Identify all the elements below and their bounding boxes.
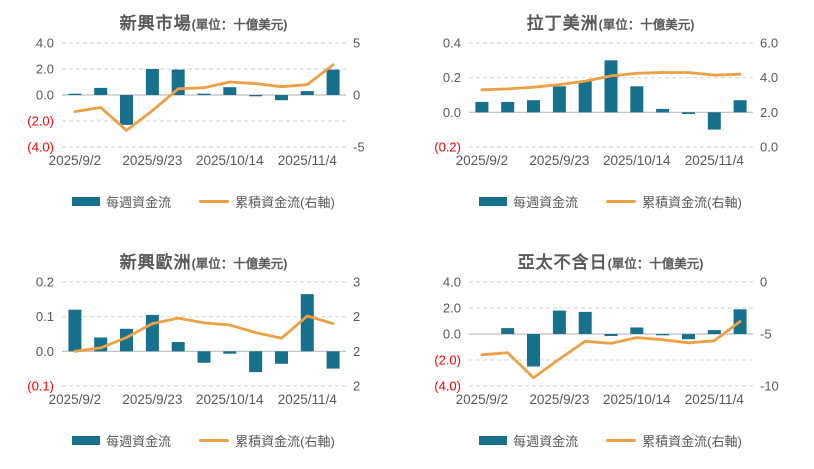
chart-legend: 每週資金流 累積資金流(右軸) <box>479 192 742 211</box>
svg-text:0.0: 0.0 <box>442 105 460 120</box>
line-series-label: 累積資金流(右軸) <box>642 195 742 210</box>
line-series-swatch <box>606 439 637 442</box>
svg-text:2025/10/14: 2025/10/14 <box>196 392 264 407</box>
svg-text:0.0: 0.0 <box>442 327 460 342</box>
svg-text:2025/9/23: 2025/9/23 <box>529 392 589 407</box>
chart-title-emerging-europe: 新興歐洲 (單位：十億美元) <box>120 248 288 272</box>
svg-text:2.0: 2.0 <box>35 62 53 77</box>
svg-text:2: 2 <box>353 379 360 394</box>
svg-text:2025/9/2: 2025/9/2 <box>455 153 508 168</box>
svg-text:2.0: 2.0 <box>760 105 778 120</box>
bar-series-swatch <box>479 197 508 206</box>
chart-cell-emerging-markets: 新興市場 (單位：十億美元) 4.0 2.0 0.0 (2.0) (4.0) 5 0 -5 202… <box>0 0 407 235</box>
bar-series-swatch <box>72 197 101 206</box>
svg-text:2025/9/2: 2025/9/2 <box>48 153 101 168</box>
chart-legend: 每週資金流 累積資金流(右軸) <box>72 431 335 450</box>
bar-series-label: 每週資金流 <box>513 434 579 449</box>
bar-series-label: 每週資金流 <box>513 195 579 210</box>
svg-text:0.0: 0.0 <box>35 88 53 103</box>
chart-cell-latin-america: 拉丁美洲 (單位：十億美元) 0.4 0.2 0.0 (0.2) 6.0 4.0 2.0 0.0… <box>407 0 814 235</box>
svg-text:0.2: 0.2 <box>442 70 460 85</box>
chart-plot-emerging-markets: 4.0 2.0 0.0 (2.0) (4.0) 5 0 -5 2025/9/2 2025/9/23… <box>27 36 365 169</box>
chart-unit-label: (單位：十億美元) <box>607 257 704 271</box>
svg-text:2.0: 2.0 <box>442 301 460 316</box>
svg-text:-10: -10 <box>760 379 779 394</box>
svg-text:2: 2 <box>353 344 360 359</box>
line-series-swatch <box>199 200 230 203</box>
svg-text:2025/11/4: 2025/11/4 <box>684 392 744 407</box>
svg-text:2025/9/23: 2025/9/23 <box>529 153 589 168</box>
bar-series-swatch <box>72 436 101 445</box>
chart-title-text: 亞太不含日 <box>517 253 608 272</box>
svg-text:2025/9/2: 2025/9/2 <box>48 392 101 407</box>
svg-text:4.0: 4.0 <box>760 70 778 85</box>
svg-text:2025/9/2: 2025/9/2 <box>455 392 508 407</box>
chart-title-text: 新興歐洲 <box>119 253 192 272</box>
line-series-label: 累積資金流(右軸) <box>235 434 335 449</box>
svg-text:2025/11/4: 2025/11/4 <box>277 392 337 407</box>
svg-text:2: 2 <box>353 309 360 324</box>
chart-plot-latin-america: 0.4 0.2 0.0 (0.2) 6.0 4.0 2.0 0.0 2025/9/2 2025/9… <box>434 36 778 169</box>
svg-text:4.0: 4.0 <box>442 275 460 290</box>
svg-text:(2.0): (2.0) <box>434 353 461 368</box>
svg-text:-5: -5 <box>760 327 772 342</box>
svg-text:0: 0 <box>760 275 767 290</box>
svg-text:5: 5 <box>353 36 360 51</box>
chart-plot-emerging-europe: 0.2 0.1 0.0 (0.1) 3 2 2 2 2025/9/2 2025/9/23 2025/… <box>27 275 360 408</box>
svg-text:0.4: 0.4 <box>442 36 460 51</box>
chart-title-text: 新興市場 <box>119 14 192 33</box>
svg-text:0.0: 0.0 <box>760 140 778 155</box>
svg-text:(2.0): (2.0) <box>27 114 54 129</box>
chart-title-text: 拉丁美洲 <box>526 14 599 33</box>
svg-text:2025/11/4: 2025/11/4 <box>684 153 744 168</box>
svg-text:2025/11/4: 2025/11/4 <box>277 153 337 168</box>
chart-title-latin-america: 拉丁美洲 (單位：十億美元) <box>527 9 695 33</box>
bar-series-label: 每週資金流 <box>106 195 172 210</box>
line-series-label: 累積資金流(右軸) <box>642 434 742 449</box>
svg-text:(4.0): (4.0) <box>434 379 461 394</box>
chart-unit-label: (單位：十億美元) <box>191 18 288 32</box>
chart-cell-apac-ex-japan: 亞太不含日 (單位：十億美元) 4.0 2.0 0.0 (2.0) (4.0) 0 -5 -10… <box>407 235 814 469</box>
svg-text:2025/10/14: 2025/10/14 <box>603 392 671 407</box>
svg-text:0.0: 0.0 <box>35 344 53 359</box>
svg-text:2025/9/23: 2025/9/23 <box>122 392 182 407</box>
chart-unit-label: (單位：十億美元) <box>191 257 288 271</box>
line-series-label: 累積資金流(右軸) <box>235 195 335 210</box>
svg-text:2025/9/23: 2025/9/23 <box>122 153 182 168</box>
svg-text:0.2: 0.2 <box>35 275 53 290</box>
svg-text:(0.2): (0.2) <box>434 140 461 155</box>
chart-title-emerging-markets: 新興市場 (單位：十億美元) <box>120 9 288 33</box>
svg-text:0.1: 0.1 <box>35 309 53 324</box>
chart-legend: 每週資金流 累積資金流(右軸) <box>479 431 742 450</box>
svg-text:(4.0): (4.0) <box>27 140 54 155</box>
line-series-swatch <box>606 200 637 203</box>
svg-text:2025/10/14: 2025/10/14 <box>196 153 264 168</box>
line-series-swatch <box>199 439 230 442</box>
svg-text:-5: -5 <box>353 140 365 155</box>
chart-cell-emerging-europe: 新興歐洲 (單位：十億美元) 0.2 0.1 0.0 (0.1) 3 2 2 2 2025/9/2… <box>0 235 407 469</box>
chart-plot-apac-ex-japan: 4.0 2.0 0.0 (2.0) (4.0) 0 -5 -10 2025/9/2 2025/9/… <box>434 275 779 408</box>
chart-legend: 每週資金流 累積資金流(右軸) <box>72 192 335 211</box>
bar-series-swatch <box>479 436 508 445</box>
svg-text:(0.1): (0.1) <box>27 379 54 394</box>
svg-text:4.0: 4.0 <box>35 36 53 51</box>
svg-text:2025/10/14: 2025/10/14 <box>603 153 671 168</box>
svg-text:6.0: 6.0 <box>760 36 778 51</box>
svg-text:0: 0 <box>353 88 360 103</box>
svg-text:3: 3 <box>353 275 360 290</box>
chart-title-apac-ex-japan: 亞太不含日 (單位：十億美元) <box>518 248 704 272</box>
bar-series-label: 每週資金流 <box>106 434 172 449</box>
chart-unit-label: (單位：十億美元) <box>598 18 695 32</box>
